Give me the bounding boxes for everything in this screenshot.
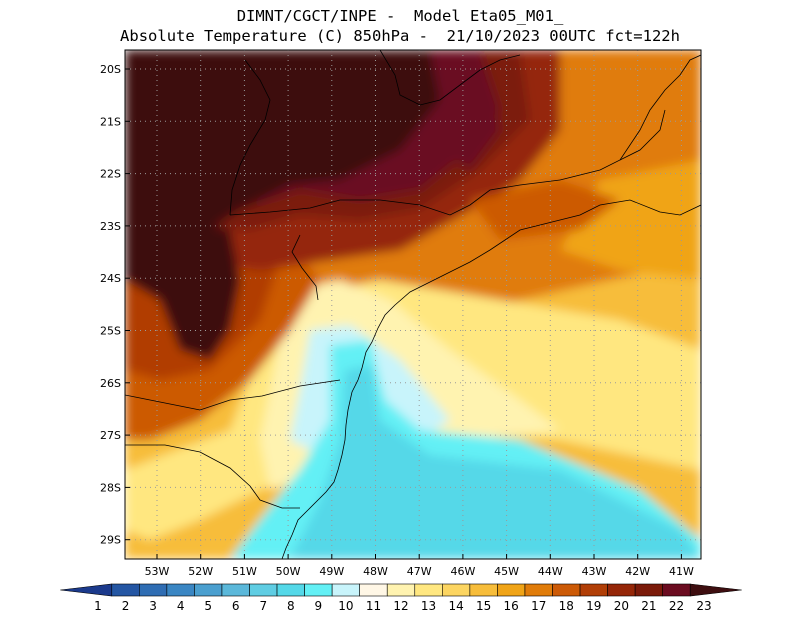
colorbar-label: 11: [366, 599, 381, 613]
colorbar-swatch: [166, 583, 195, 597]
state-border-sc-rs: [125, 444, 300, 509]
colorbar-label: 8: [287, 599, 295, 613]
colorbar-swatch: [662, 583, 691, 597]
longitude-label: 53W: [145, 565, 170, 578]
state-border-mg-sp: [229, 179, 561, 216]
colorbar-swatch: [524, 583, 553, 597]
longitude-label: 43W: [582, 565, 607, 578]
longitude-label: 45W: [494, 565, 519, 578]
colorbar-swatch: [689, 583, 742, 597]
latitude-label: 25S: [100, 325, 121, 338]
colorbar-label: 9: [315, 599, 323, 613]
colorbar-label: 17: [531, 599, 546, 613]
field-darkest-north: [125, 50, 440, 230]
colorbar-swatch: [442, 583, 471, 597]
field-orange-red-band: [470, 180, 620, 240]
colorbar-swatch: [414, 583, 443, 597]
colorbar-label: 22: [669, 599, 684, 613]
state-border-mg-rj: [559, 54, 701, 181]
map-title-line-1: DIMNT/CGCT/INPE - Model Eta05_M01_: [236, 7, 564, 25]
latitude-label: 20S: [100, 63, 121, 76]
state-border-mg-north: [379, 50, 521, 106]
map-frame: [124, 49, 702, 560]
boundaries: [125, 50, 701, 559]
latitude-label: 29S: [100, 534, 121, 547]
colorbar-label: 23: [696, 599, 711, 613]
latitude-label: 26S: [100, 377, 121, 390]
colorbar-label: 13: [421, 599, 436, 613]
field-maroon-patch: [440, 80, 500, 170]
latitude-label: 23S: [100, 220, 121, 233]
colorbar-swatch: [304, 583, 333, 597]
colorbar-swatch: [359, 583, 388, 597]
latitude-label: 27S: [100, 429, 121, 442]
longitude-label: 49W: [319, 565, 344, 578]
colorbar-label: 15: [476, 599, 491, 613]
longitude-labels: 53W 52W 51W 50W 49W 48W 47W 46W 45W 44W 43W 42W 41W: [145, 554, 694, 578]
coastline: [281, 199, 701, 559]
colorbar: 1 2 3 4 5 6 7 8 9 10 11 12 13 14 15 16 17 18 19 20 21 22 23: [60, 583, 742, 613]
colorbar-swatch: [194, 583, 223, 597]
colorbar-label: 12: [393, 599, 408, 613]
longitude-label: 46W: [450, 565, 475, 578]
longitude-label: 52W: [188, 565, 213, 578]
colorbar-label: 21: [641, 599, 656, 613]
field-teal-core: [290, 365, 701, 559]
colorbar-swatch: [139, 583, 168, 597]
latitude-label: 28S: [100, 481, 121, 494]
colorbar-label: 10: [338, 599, 353, 613]
state-border-sp-pr: [291, 234, 319, 301]
colorbar-swatch: [634, 583, 663, 597]
longitude-label: 51W: [232, 565, 257, 578]
field-amber-east: [560, 160, 701, 280]
longitude-label: 42W: [625, 565, 650, 578]
longitude-label: 48W: [363, 565, 388, 578]
colorbar-label: 7: [259, 599, 267, 613]
colorbar-label: 2: [122, 599, 130, 613]
colorbar-swatch: [331, 583, 360, 597]
colorbar-swatch: [552, 583, 581, 597]
colorbar-label: 14: [448, 599, 463, 613]
longitude-label: 41W: [669, 565, 694, 578]
field-darkest-west-lobe: [125, 210, 240, 360]
latitude-labels: 20S 21S 22S 23S 24S 25S 26S 27S 28S 29S: [100, 63, 130, 547]
colorbar-label: 18: [559, 599, 574, 613]
latitude-label: 22S: [100, 168, 121, 181]
latitude-label: 21S: [100, 115, 121, 128]
longitude-label: 47W: [407, 565, 432, 578]
colorbar-swatch: [469, 583, 498, 597]
colorbar-swatch: [249, 583, 278, 597]
state-border-es: [619, 109, 666, 161]
colorbar-label: 3: [149, 599, 157, 613]
colorbar-swatch: [386, 583, 416, 597]
state-border-ms-sp: [229, 59, 271, 216]
colorbar-label: 19: [586, 599, 601, 613]
colorbar-swatch: [276, 583, 305, 597]
colorbar-label: 20: [614, 599, 629, 613]
colorbar-label: 6: [232, 599, 240, 613]
graticule: [125, 50, 701, 559]
temperature-field: [125, 50, 701, 559]
colorbar-swatch: [497, 583, 526, 597]
state-border-pr-sc: [125, 379, 341, 411]
map-title-line-2: Absolute Temperature (C) 850hPa - 21/10/…: [120, 27, 680, 45]
longitude-label: 44W: [538, 565, 563, 578]
colorbar-label: 5: [204, 599, 212, 613]
colorbar-swatch: [111, 583, 140, 597]
colorbar-swatch: [607, 583, 636, 597]
colorbar-swatch: [221, 583, 250, 597]
colorbar-swatch: [60, 583, 113, 597]
colorbar-label: 1: [94, 599, 102, 613]
colorbar-label: 16: [504, 599, 519, 613]
colorbar-label: 4: [177, 599, 185, 613]
longitude-label: 50W: [276, 565, 301, 578]
latitude-label: 24S: [100, 272, 121, 285]
colorbar-swatch: [579, 583, 608, 597]
